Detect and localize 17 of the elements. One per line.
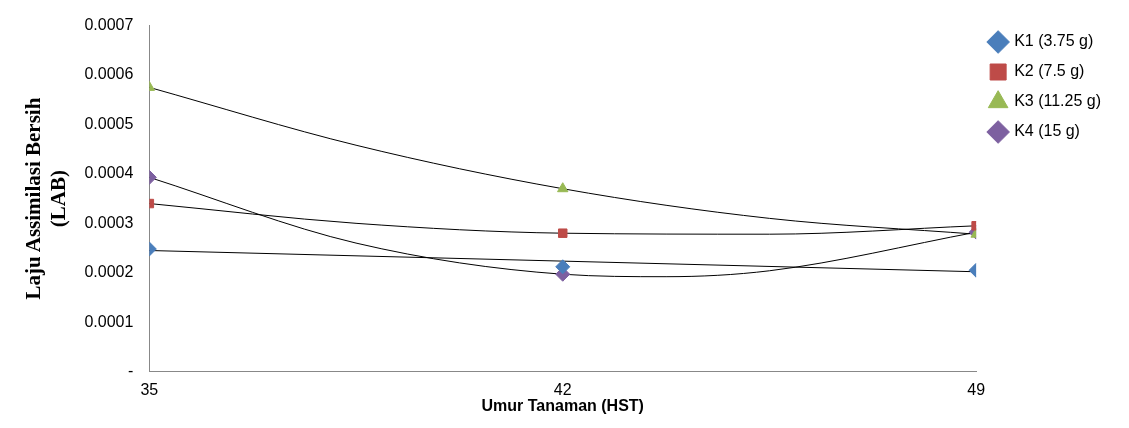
legend-label: K4 (15 g): [1014, 122, 1080, 140]
y-tick-label: 0.0006: [84, 65, 134, 83]
x-tick-label: 35: [140, 380, 159, 398]
y-tick-label: 0.0003: [84, 213, 134, 231]
y-tick-label: 0.0001: [84, 312, 134, 330]
x-tick-label: 42: [553, 380, 572, 398]
legend-label: K2 (7.5 g): [1014, 62, 1085, 80]
y-tick-label: 0.0004: [84, 164, 134, 182]
y-axis-title: Laju Assimilasi Bersih (LAB): [21, 97, 71, 300]
y-tick-label: -: [128, 362, 134, 380]
x-tick-label: 49: [967, 380, 986, 398]
legend-label: K3 (11.25 g): [1014, 92, 1102, 110]
y-tick-label: 0.0005: [84, 114, 134, 132]
x-axis-title: Umur Tanaman (HST): [481, 396, 644, 414]
y-tick-label: 0.0007: [84, 16, 134, 34]
legend-label: K1 (3.75 g): [1014, 32, 1094, 50]
y-tick-label: 0.0002: [84, 263, 134, 281]
